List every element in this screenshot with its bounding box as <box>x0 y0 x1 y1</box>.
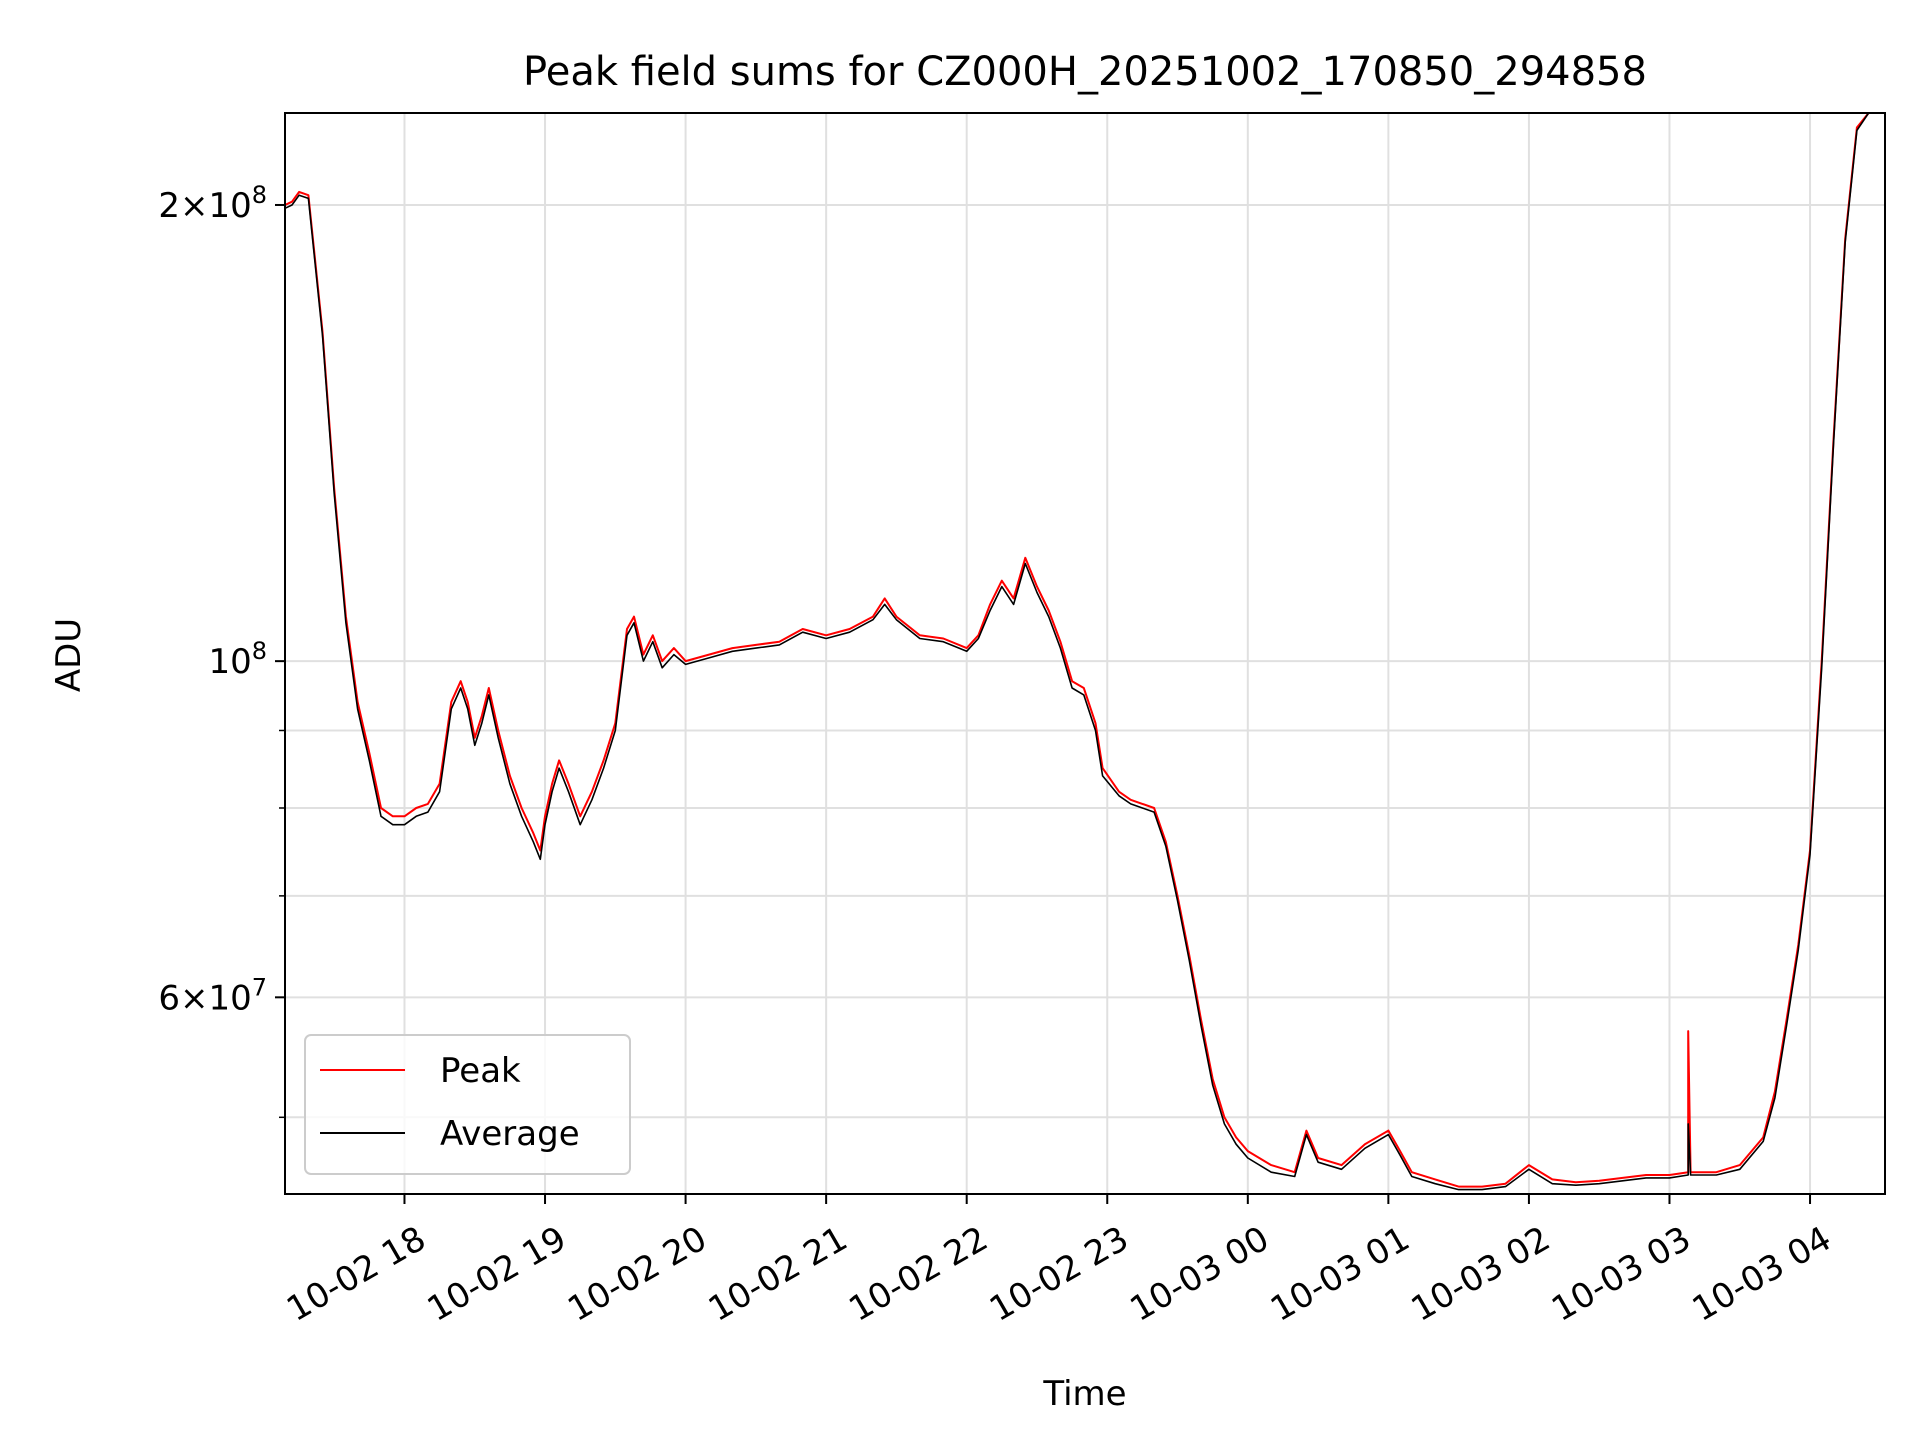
y-tick-label: 108 <box>208 637 267 682</box>
legend-label-peak: Peak <box>440 1051 521 1091</box>
y-axis-label: ADU <box>49 618 89 692</box>
legend: Peak Average <box>304 1034 631 1175</box>
axes-frame <box>284 112 1886 1195</box>
series-line-peak <box>284 112 1870 1188</box>
x-axis-label: Time <box>1042 1374 1126 1414</box>
y-tick-labels: 6×107 108 2×108 <box>158 181 267 1018</box>
plot-area <box>284 112 1870 1191</box>
tick-marks <box>275 203 1812 1204</box>
chart-title: Peak field sums for CZ000H_20251002_1708… <box>523 49 1647 95</box>
legend-label-average: Average <box>440 1114 580 1154</box>
y-tick-label: 2×108 <box>158 181 267 226</box>
y-tick-label: 6×107 <box>158 973 267 1018</box>
series-line-average <box>284 112 1870 1191</box>
